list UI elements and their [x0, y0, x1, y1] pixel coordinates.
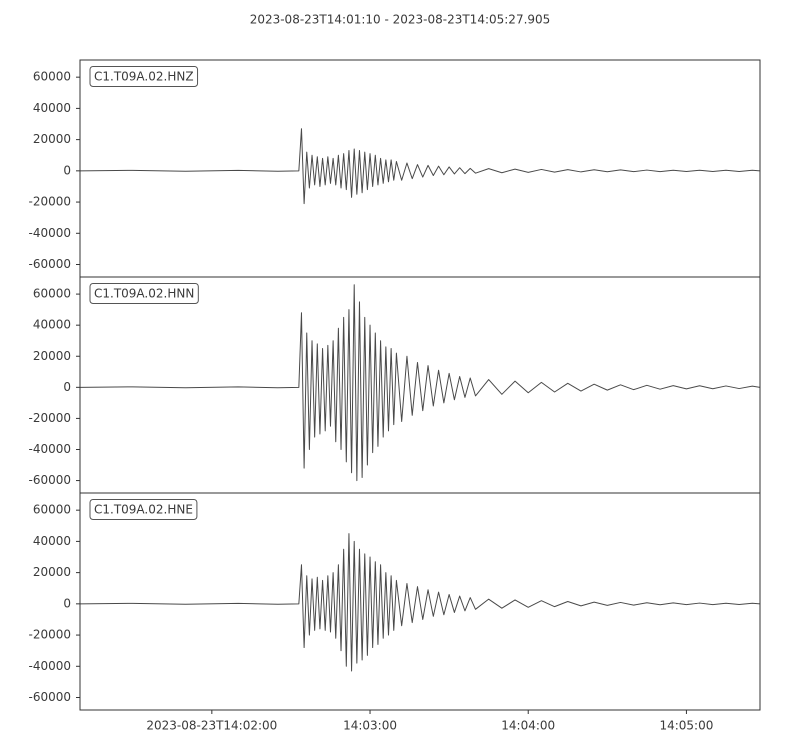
- y-tick-label: 60000: [33, 503, 71, 517]
- y-tick-label: -60000: [28, 257, 71, 271]
- x-tick-label: 2023-08-23T14:02:00: [146, 719, 277, 733]
- trace-label: C1.T09A.02.HNN: [94, 287, 194, 301]
- panel: [80, 533, 760, 672]
- x-tick-label: 14:05:00: [659, 719, 713, 733]
- y-tick-label: 40000: [33, 534, 71, 548]
- waveform: [80, 284, 760, 482]
- y-tick-label: -40000: [28, 659, 71, 673]
- y-tick-label: 60000: [33, 70, 71, 84]
- y-tick-label: -60000: [28, 690, 71, 704]
- y-tick-label: 20000: [33, 132, 71, 146]
- y-tick-label: 0: [63, 163, 71, 177]
- y-tick-label: 0: [63, 596, 71, 610]
- waveform: [80, 533, 760, 672]
- x-tick-label: 14:04:00: [501, 719, 555, 733]
- trace-label-box: [89, 283, 199, 304]
- panel-frame: [79, 492, 761, 711]
- trace-label-box: [89, 66, 199, 87]
- y-tick-label: -20000: [28, 411, 71, 425]
- y-tick-label: 20000: [33, 565, 71, 579]
- y-tick-label: -60000: [28, 473, 71, 487]
- trace-label: C1.T09A.02.HNZ: [94, 70, 194, 84]
- trace-label-box: [89, 499, 198, 520]
- trace-label: C1.T09A.02.HNE: [94, 503, 193, 517]
- y-tick-label: -40000: [28, 226, 71, 240]
- panel: [80, 128, 760, 205]
- y-tick-label: -40000: [28, 442, 71, 456]
- y-tick-label: -20000: [28, 195, 71, 209]
- waveform: [80, 128, 760, 205]
- y-tick-label: 40000: [33, 101, 71, 115]
- y-tick-label: 0: [63, 380, 71, 394]
- y-tick-label: 20000: [33, 349, 71, 363]
- panel: [80, 284, 760, 482]
- chart-title: 2023-08-23T14:01:10 - 2023-08-23T14:05:2…: [250, 13, 551, 27]
- y-tick-label: 60000: [33, 287, 71, 301]
- x-tick-label: 14:03:00: [343, 719, 397, 733]
- y-tick-label: 40000: [33, 318, 71, 332]
- y-tick-label: -20000: [28, 628, 71, 642]
